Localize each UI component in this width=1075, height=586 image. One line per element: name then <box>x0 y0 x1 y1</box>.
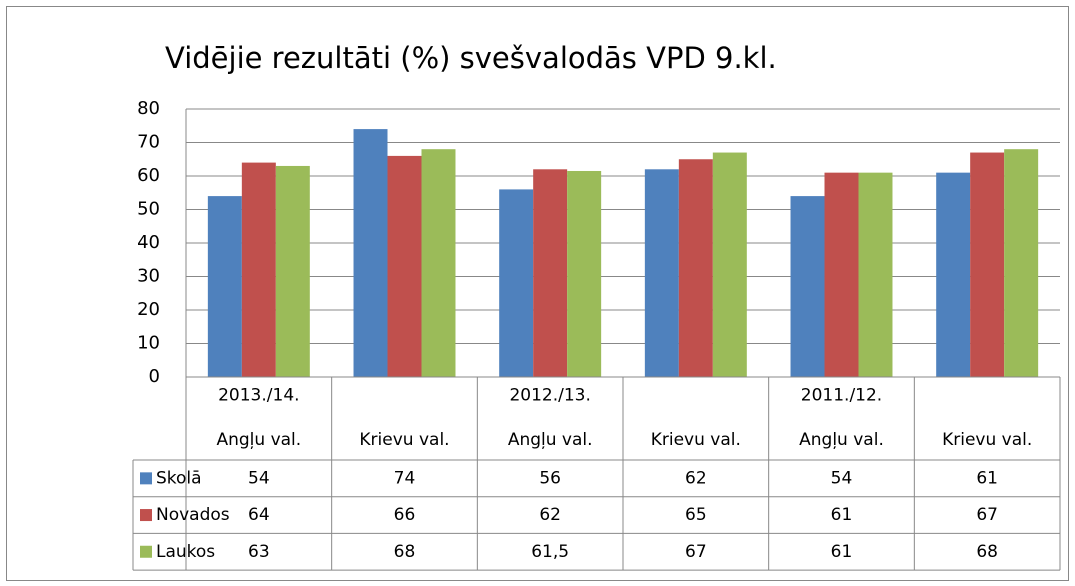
legend-key <box>140 472 152 485</box>
data-label: 61 <box>831 542 853 562</box>
bar <box>421 149 456 377</box>
data-label: 62 <box>685 468 707 488</box>
bar <box>644 169 679 377</box>
legend-key <box>140 545 152 558</box>
bar <box>858 172 893 377</box>
y-tick-label: 70 <box>137 132 160 153</box>
data-label: 68 <box>394 542 416 562</box>
bar <box>678 159 713 377</box>
data-label: 65 <box>685 505 707 525</box>
x-tick-label: Angļu val. <box>508 430 593 450</box>
y-tick-label: 60 <box>137 165 160 186</box>
x-tick-label: Krievu val. <box>651 430 741 450</box>
x-tick-label: Angļu val. <box>216 430 301 450</box>
data-label: 63 <box>248 542 270 562</box>
data-label: 61 <box>976 468 998 488</box>
data-label: 67 <box>976 505 998 525</box>
data-label: 66 <box>394 505 416 525</box>
y-tick-label: 40 <box>137 232 160 253</box>
y-tick-label: 30 <box>137 266 160 287</box>
legend-key <box>140 509 152 522</box>
y-tick-label: 0 <box>149 366 160 387</box>
bar <box>790 196 825 377</box>
chart-title: Vidējie rezultāti (%) svešvalodās VPD 9.… <box>165 41 777 75</box>
data-label: 64 <box>248 505 270 525</box>
category-group-label: 2012./13. <box>509 386 590 406</box>
bar <box>936 172 971 377</box>
bar <box>387 155 422 377</box>
x-tick-label: Angļu val. <box>799 430 884 450</box>
x-tick-label: Krievu val. <box>942 430 1032 450</box>
data-label: 54 <box>831 468 853 488</box>
legend-label: Novados <box>156 505 230 525</box>
data-label: 67 <box>685 542 707 562</box>
data-label: 54 <box>248 468 270 488</box>
bar <box>499 189 534 377</box>
bar <box>1004 149 1039 377</box>
data-label: 61 <box>831 505 853 525</box>
bar <box>275 165 310 377</box>
y-tick-label: 10 <box>137 333 160 354</box>
data-label: 56 <box>539 468 561 488</box>
bar <box>207 196 242 377</box>
bar <box>533 169 568 377</box>
bar <box>712 152 747 377</box>
data-label: 74 <box>394 468 416 488</box>
category-group-label: 2011./12. <box>801 386 882 406</box>
category-group-label: 2013./14. <box>218 386 299 406</box>
data-label: 61,5 <box>531 542 569 562</box>
x-tick-label: Krievu val. <box>359 430 449 450</box>
bar <box>824 172 859 377</box>
legend-label: Laukos <box>156 542 215 562</box>
y-tick-label: 50 <box>137 199 160 220</box>
bar <box>241 162 276 377</box>
bar <box>567 170 602 377</box>
bar <box>970 152 1005 377</box>
y-tick-label: 80 <box>137 98 160 119</box>
data-label: 62 <box>539 505 561 525</box>
legend-label: Skolā <box>156 468 202 488</box>
y-tick-label: 20 <box>137 299 160 320</box>
bar <box>353 129 388 377</box>
data-label: 68 <box>976 542 998 562</box>
